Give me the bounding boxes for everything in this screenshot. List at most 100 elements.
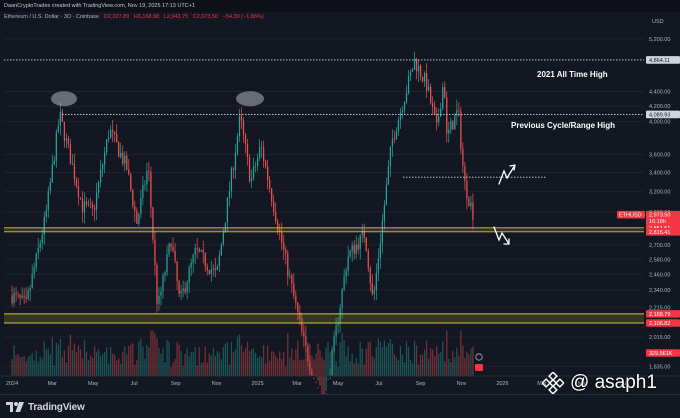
volume-bar bbox=[144, 358, 146, 376]
chart-grid bbox=[4, 38, 644, 367]
candle-body bbox=[446, 97, 448, 134]
candle-body bbox=[57, 125, 59, 132]
volume-bar bbox=[148, 347, 150, 376]
volume-bar bbox=[275, 356, 277, 376]
candle-body bbox=[202, 250, 204, 253]
ohlc-high: H3,168.98 bbox=[133, 14, 160, 20]
candle-body bbox=[158, 295, 160, 304]
price-tag-label: 2,973.50 bbox=[649, 213, 670, 219]
volume-bar bbox=[397, 360, 400, 376]
volume-bar bbox=[301, 359, 303, 376]
candle-body bbox=[118, 142, 120, 157]
candle-body bbox=[452, 121, 454, 130]
candle bbox=[178, 279, 180, 298]
candle-body bbox=[108, 137, 110, 140]
candle-body bbox=[341, 289, 343, 309]
volume-bar bbox=[206, 362, 208, 376]
time-tick: Jul bbox=[620, 381, 627, 387]
volume-bar bbox=[351, 353, 353, 376]
candle bbox=[136, 207, 138, 224]
candle-body bbox=[31, 274, 33, 289]
candle-body bbox=[468, 198, 470, 207]
candle bbox=[130, 172, 132, 192]
volume-bar bbox=[319, 350, 321, 376]
price-tick: 2,340.00 bbox=[649, 288, 670, 294]
candle bbox=[446, 91, 448, 143]
candle-body bbox=[462, 148, 464, 166]
candle bbox=[128, 159, 130, 176]
volume-bar bbox=[424, 349, 426, 376]
candle-body bbox=[361, 231, 363, 235]
volume-bar bbox=[224, 343, 227, 376]
candle bbox=[329, 368, 331, 379]
volume-bar bbox=[349, 361, 351, 376]
volume-bar bbox=[23, 356, 25, 376]
candle bbox=[154, 231, 156, 276]
candle-body bbox=[126, 155, 128, 170]
candle-body bbox=[440, 108, 442, 117]
candle bbox=[265, 159, 267, 170]
volume-bar bbox=[124, 346, 126, 376]
volume-bar bbox=[140, 338, 142, 376]
candle-body bbox=[460, 110, 462, 149]
volume-bar bbox=[291, 348, 293, 376]
candle bbox=[343, 268, 345, 292]
volume-bar bbox=[95, 351, 98, 376]
candle bbox=[403, 100, 406, 116]
candle bbox=[273, 194, 275, 217]
candle bbox=[289, 269, 291, 279]
candle bbox=[232, 166, 235, 179]
price-tag-bg bbox=[646, 310, 680, 318]
candle bbox=[25, 287, 27, 303]
candle-body bbox=[104, 152, 106, 165]
candle bbox=[230, 166, 233, 199]
candle bbox=[385, 177, 388, 206]
candle bbox=[170, 242, 172, 252]
candle-body bbox=[466, 180, 468, 199]
symbol-name[interactable]: Ethereum / U.S. Dollar · 3D · Coinbase bbox=[4, 14, 100, 20]
price-tick: 2,215.00 bbox=[649, 305, 670, 311]
candle-body bbox=[448, 130, 450, 134]
volume-bar bbox=[377, 337, 379, 376]
volume-bar bbox=[365, 348, 367, 376]
candle-body bbox=[216, 266, 218, 270]
symbol-legend[interactable]: Ethereum / U.S. Dollar · 3D · Coinbase O… bbox=[4, 12, 264, 23]
volume-bar bbox=[401, 354, 404, 376]
candle bbox=[426, 63, 428, 98]
volume-bar bbox=[222, 346, 224, 376]
candle bbox=[180, 284, 182, 301]
volume-bar bbox=[63, 350, 66, 376]
candle bbox=[190, 258, 192, 277]
candle-body bbox=[367, 250, 369, 269]
ohlc-close: C2,973.50 bbox=[192, 14, 219, 20]
candle bbox=[424, 71, 426, 87]
candle bbox=[35, 252, 37, 272]
candle-body bbox=[347, 256, 349, 271]
volume-bar bbox=[403, 362, 406, 376]
candle-body bbox=[45, 210, 47, 217]
volume-bar bbox=[192, 352, 194, 376]
price-tick: 2,580.00 bbox=[649, 257, 670, 263]
candle bbox=[206, 263, 208, 276]
candle bbox=[202, 240, 204, 264]
high-marker-ellipse bbox=[236, 91, 264, 107]
volume-bar bbox=[460, 331, 462, 376]
candle bbox=[118, 140, 120, 158]
candle-body bbox=[269, 179, 271, 189]
candle bbox=[345, 267, 347, 285]
candle bbox=[357, 237, 359, 255]
volume-bar bbox=[11, 359, 13, 376]
tradingview-logo[interactable]: TradingView bbox=[6, 400, 85, 414]
candle-body bbox=[89, 203, 92, 205]
candle bbox=[89, 197, 92, 209]
candle-body bbox=[184, 288, 186, 293]
volume-bar bbox=[188, 356, 190, 376]
candle-body bbox=[166, 254, 168, 273]
candle bbox=[269, 176, 271, 193]
candle bbox=[83, 192, 86, 224]
candle-body bbox=[170, 243, 172, 248]
candle bbox=[53, 156, 55, 166]
candle bbox=[333, 331, 335, 353]
candle bbox=[198, 247, 200, 253]
